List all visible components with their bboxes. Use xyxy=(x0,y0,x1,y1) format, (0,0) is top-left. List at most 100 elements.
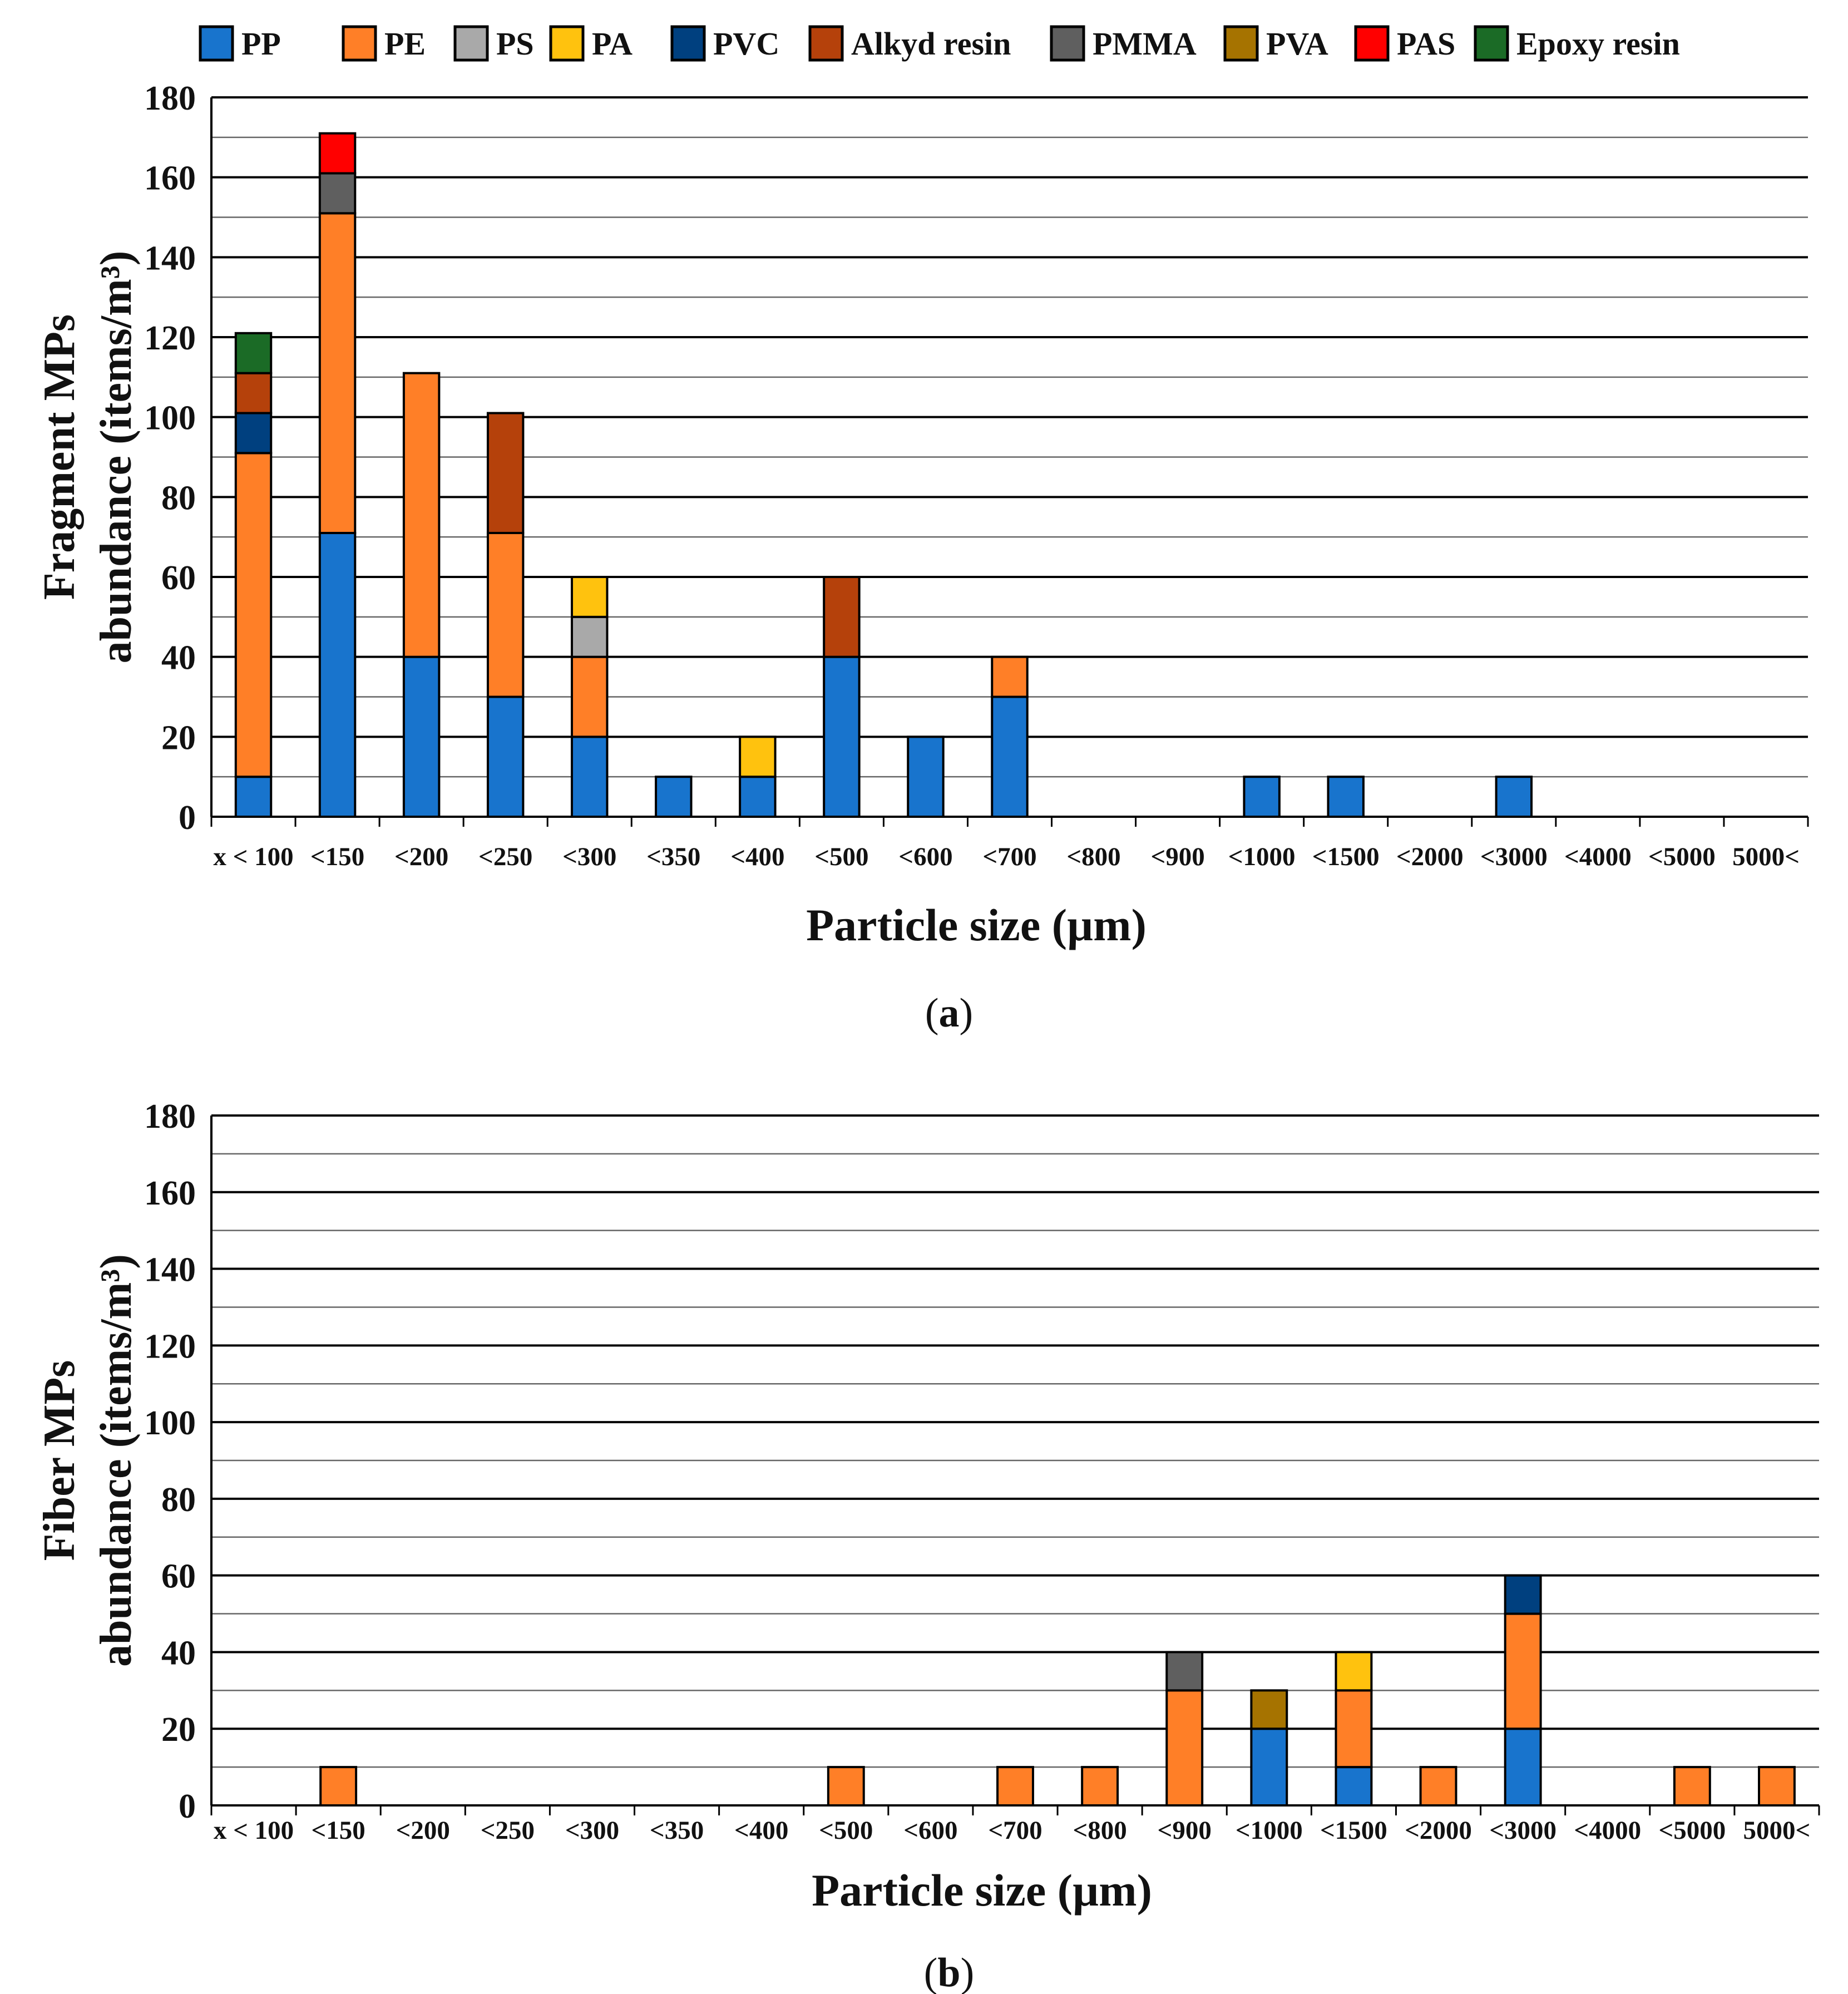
x-tick-label: <5000 xyxy=(1658,1816,1726,1845)
legend-item-pvc: PVC xyxy=(670,25,779,62)
x-tick-label: <1000 xyxy=(1228,842,1296,871)
panel-b-chart: 0 20 40 60 80 100 120 140 160 180 x < 100 <150 <200 <… xyxy=(35,1098,1820,1994)
x-tick-label: <800 xyxy=(1073,1816,1126,1845)
x-axis-label: Particle size (µm) xyxy=(806,900,1147,950)
bar-segment-pe xyxy=(827,1766,865,1807)
legend-item-pas: PAS xyxy=(1354,25,1455,62)
x-tick-label: <600 xyxy=(903,1816,957,1845)
x-tick-label: <3000 xyxy=(1480,842,1548,871)
bar-segment-pva xyxy=(1250,1689,1288,1730)
y-tick-label: 40 xyxy=(161,1634,196,1672)
legend-item-pp: PP xyxy=(199,25,281,62)
y-axis-label-line: Fiber MPs xyxy=(35,1360,84,1561)
x-tick-label: <250 xyxy=(478,842,532,871)
y-tick-labels: 0 20 40 60 80 100 120 140 160 180 xyxy=(144,1098,196,1825)
legend-swatch-pp xyxy=(199,25,234,62)
y-tick-label: 160 xyxy=(144,1174,196,1212)
x-tick-label: x < 100 xyxy=(214,1816,294,1845)
x-tick-label: <200 xyxy=(394,842,448,871)
y-axis-label: Fiber MPs abundance (items/m³) xyxy=(35,1254,141,1667)
x-tick-label: <800 xyxy=(1066,842,1120,871)
legend-item-pe: PE xyxy=(342,25,426,62)
bar-segment-pe xyxy=(1335,1689,1373,1769)
y-tick-label: 120 xyxy=(144,319,196,357)
bar-segment-pp xyxy=(907,736,945,818)
legend-swatch-pmma xyxy=(1050,25,1085,62)
bar-segment-pp xyxy=(823,655,861,818)
bar-segment-pe xyxy=(486,531,525,698)
legend-swatch-pva xyxy=(1223,25,1259,62)
bars xyxy=(234,132,1533,818)
y-tick-labels: 0 20 40 60 80 100 120 140 160 180 xyxy=(144,80,196,837)
gridlines xyxy=(211,1114,1819,1807)
x-tick-label: <1500 xyxy=(1312,842,1380,871)
x-tick-label: 5000< xyxy=(1732,842,1800,871)
legend-label-pa: PA xyxy=(592,26,633,62)
legend-item-alkyd-resin: Alkyd resin xyxy=(808,25,1011,62)
legend-item-epoxy-resin: Epoxy resin xyxy=(1474,25,1680,62)
bar-segment-pp xyxy=(486,695,525,818)
bar-segment-pe xyxy=(234,452,273,778)
y-tick-label: 120 xyxy=(144,1327,196,1365)
y-axis-label-line: Fragment MPs xyxy=(35,314,84,600)
legend-label-pva: PVA xyxy=(1266,26,1328,62)
bar-segment-alkyd-resin xyxy=(486,412,525,534)
bar-segment-pa xyxy=(571,576,609,618)
bar-segment-pvc xyxy=(234,412,273,455)
x-tick-label: <400 xyxy=(730,842,784,871)
bar-segment-pp xyxy=(402,655,441,818)
bar-segment-pp xyxy=(739,776,777,818)
x-tick-label: <300 xyxy=(562,842,616,871)
x-tick-label: <700 xyxy=(988,1816,1042,1845)
y-tick-label: 140 xyxy=(144,239,196,277)
bar-segment-pp xyxy=(318,531,357,818)
panel-label: (a) xyxy=(925,990,973,1036)
bar-segment-alkyd-resin xyxy=(234,372,273,414)
panel-letter: b xyxy=(937,1950,960,1994)
bar-segment-pp xyxy=(1250,1728,1288,1807)
bar-segment-pe xyxy=(318,212,357,534)
legend-label-ps: PS xyxy=(496,26,534,62)
x-tick-label: <3000 xyxy=(1489,1816,1557,1845)
y-tick-label: 140 xyxy=(144,1251,196,1289)
y-axis-label-line: abundance (items/m³) xyxy=(92,251,141,664)
y-tick-label: 180 xyxy=(144,80,196,117)
y-axis-label-line: abundance (items/m³) xyxy=(92,1254,141,1667)
bar-segment-pp xyxy=(234,776,273,818)
x-tick-label: <2000 xyxy=(1396,842,1464,871)
bar-segment-pp xyxy=(571,736,609,818)
y-tick-label: 80 xyxy=(161,479,196,517)
legend-item-pa: PA xyxy=(549,25,633,62)
y-axis-label: Fragment MPs abundance (items/m³) xyxy=(35,251,141,664)
x-tick-labels: x < 100 <150 <200 <250 <300 <350 <400 <500 <600 <… xyxy=(210,1805,1820,1845)
bar-segment-pp xyxy=(991,695,1029,818)
bar-segment-pp xyxy=(1495,776,1533,818)
y-tick-label: 160 xyxy=(144,160,196,198)
legend-label-pas: PAS xyxy=(1397,26,1455,62)
legend-swatch-epoxy-resin xyxy=(1474,25,1509,62)
x-axis-label: Particle size (µm) xyxy=(812,1865,1152,1916)
x-tick-label: <1500 xyxy=(1320,1816,1387,1845)
x-tick-label: <4000 xyxy=(1574,1816,1641,1845)
bar-segment-alkyd-resin xyxy=(823,576,861,658)
bar-segment-pp xyxy=(1335,1766,1373,1807)
y-tick-label: 60 xyxy=(161,1558,196,1596)
x-tick-label: <350 xyxy=(646,842,700,871)
bar-segment-ps xyxy=(571,615,609,658)
bar-segment-pas xyxy=(318,132,357,175)
bar-segment-pe xyxy=(1165,1689,1204,1807)
bar-segment-pe xyxy=(1673,1766,1711,1807)
x-tick-label: <500 xyxy=(819,1816,873,1845)
x-tick-label: <900 xyxy=(1158,1816,1212,1845)
y-tick-label: 20 xyxy=(161,1711,196,1749)
bar-segment-pe xyxy=(402,372,441,658)
legend-label-pp: PP xyxy=(241,26,281,62)
bar-segment-pe xyxy=(991,655,1029,698)
x-tick-label: <400 xyxy=(734,1816,788,1845)
bar-segment-pe xyxy=(1758,1766,1796,1807)
x-tick-label: 5000< xyxy=(1743,1816,1811,1845)
bar-segment-pmma xyxy=(318,172,357,215)
y-tick-label: 0 xyxy=(179,1788,196,1825)
legend-label-epoxy-resin: Epoxy resin xyxy=(1516,26,1680,62)
x-tick-label: <4000 xyxy=(1564,842,1632,871)
